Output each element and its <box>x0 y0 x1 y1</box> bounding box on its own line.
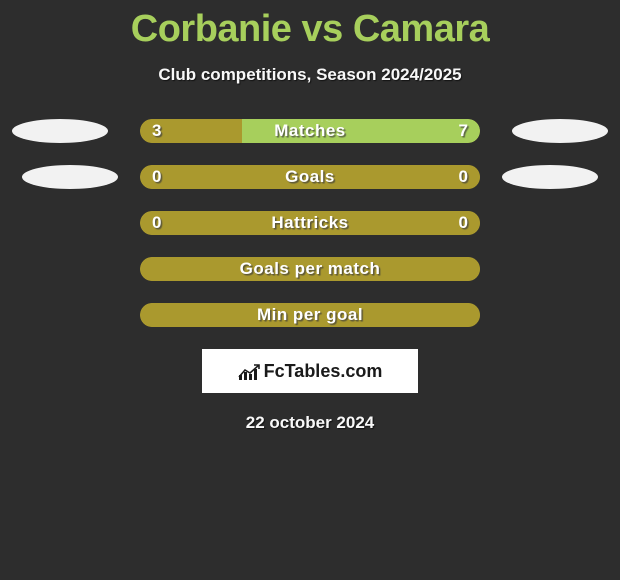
stat-row-goals: 0 0 Goals <box>0 165 620 189</box>
bar-wrap: Min per goal <box>140 303 480 327</box>
bar-label: Goals <box>140 165 480 189</box>
bar-wrap: 0 0 Goals <box>140 165 480 189</box>
stat-row-min-per-goal: Min per goal <box>0 303 620 327</box>
stats-section: 3 7 Matches 0 0 Goals 0 0 <box>0 119 620 327</box>
bar-wrap: Goals per match <box>140 257 480 281</box>
stat-row-goals-per-match: Goals per match <box>0 257 620 281</box>
date-label: 22 october 2024 <box>0 413 620 433</box>
bar-label: Matches <box>140 119 480 143</box>
stat-row-hattricks: 0 0 Hattricks <box>0 211 620 235</box>
bar-wrap: 3 7 Matches <box>140 119 480 143</box>
page-title: Corbanie vs Camara <box>0 8 620 51</box>
comparison-infographic: Corbanie vs Camara Club competitions, Se… <box>0 0 620 433</box>
fctables-badge: FcTables.com <box>202 349 418 393</box>
fctables-icon <box>238 362 260 380</box>
bar-label: Hattricks <box>140 211 480 235</box>
fctables-label: FcTables.com <box>264 361 383 382</box>
subtitle: Club competitions, Season 2024/2025 <box>0 65 620 85</box>
bar-label: Goals per match <box>140 257 480 281</box>
stat-row-matches: 3 7 Matches <box>0 119 620 143</box>
bar-label: Min per goal <box>140 303 480 327</box>
bar-wrap: 0 0 Hattricks <box>140 211 480 235</box>
